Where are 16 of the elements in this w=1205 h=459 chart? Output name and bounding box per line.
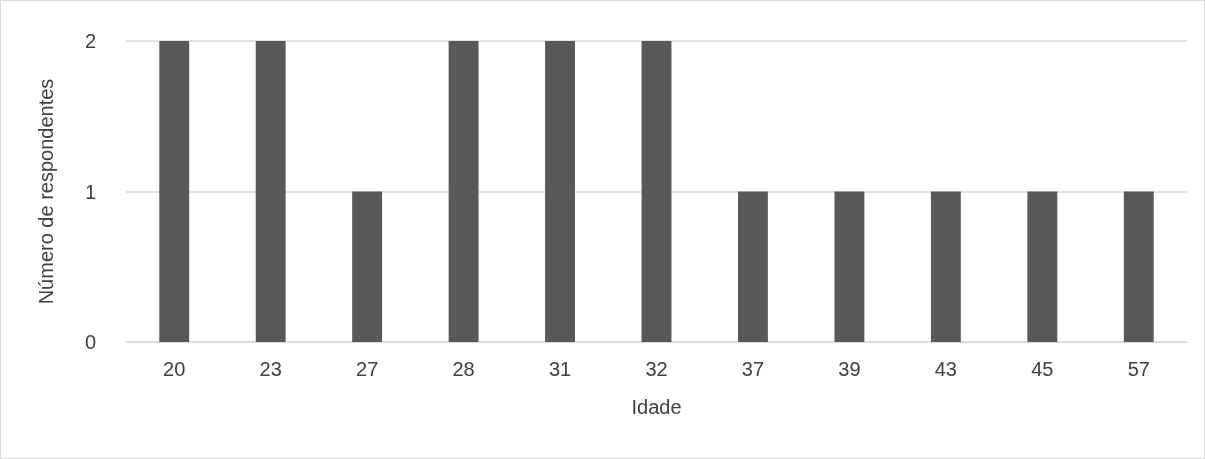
x-tick-label: 27 (356, 358, 379, 380)
x-tick-label: 31 (548, 358, 572, 380)
y-tick-label: 0 (84, 331, 96, 353)
x-axis-title: Idade (631, 396, 682, 418)
x-tick-label: 37 (741, 358, 765, 380)
y-tick-label: 2 (84, 30, 96, 52)
y-axis-title: Número de respondentes (35, 78, 57, 305)
x-tick-label: 43 (934, 358, 957, 380)
x-tick-label: 20 (163, 358, 186, 380)
x-tick-label: 45 (1031, 358, 1054, 380)
x-tick-label: 23 (259, 358, 282, 380)
x-tick-label: 39 (838, 358, 861, 380)
y-tick-label: 1 (84, 180, 96, 203)
x-tick-label: 32 (645, 358, 668, 380)
x-tick-label: 57 (1127, 358, 1150, 380)
x-tick-label: 28 (452, 358, 475, 380)
